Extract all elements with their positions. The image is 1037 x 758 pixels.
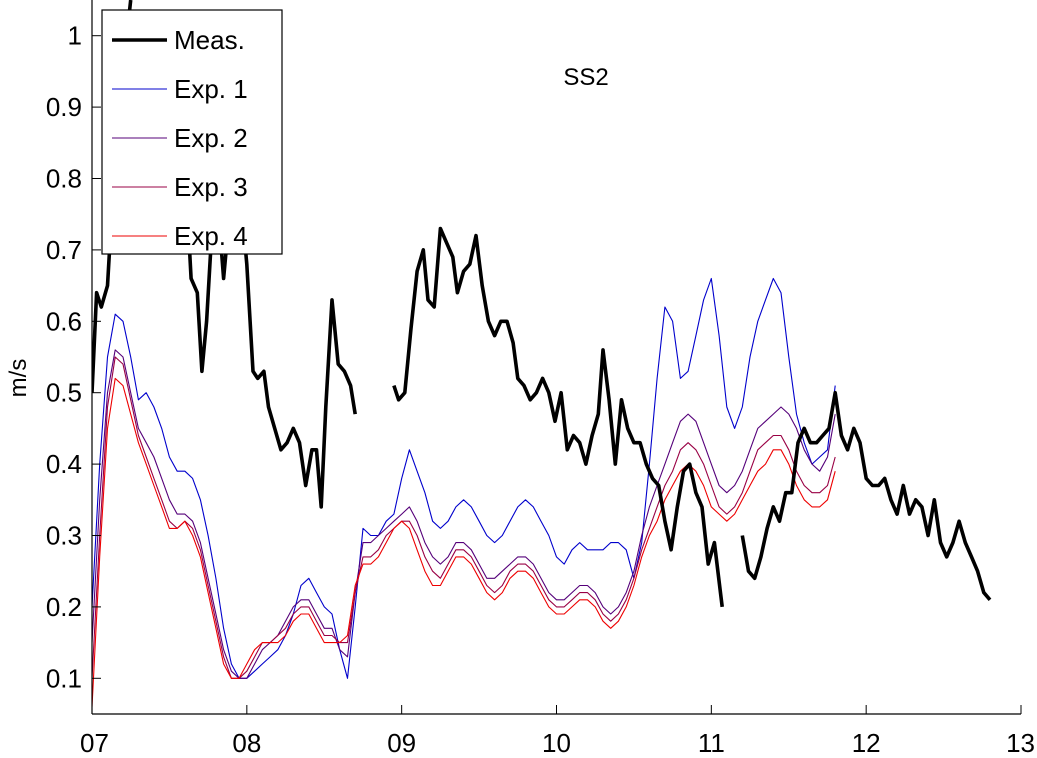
x-tick-label: 13 — [1006, 728, 1035, 758]
x-tick-label: 08 — [232, 728, 261, 758]
y-tick-label: 0.2 — [46, 592, 82, 622]
y-tick-label: 0.7 — [46, 235, 82, 265]
y-tick-label: 1 — [68, 21, 82, 51]
x-tick-label: 09 — [387, 728, 416, 758]
y-axis-label: m/s — [5, 359, 32, 398]
y-tick-label: 0.9 — [46, 92, 82, 122]
legend-label: Exp. 2 — [174, 123, 248, 153]
x-tick-label: 11 — [698, 728, 725, 758]
y-tick-label: 0.3 — [46, 521, 82, 551]
y-tick-label: 0.4 — [46, 449, 82, 479]
series-line-1-segment-0 — [92, 277, 836, 679]
y-tick-label: 0.1 — [46, 663, 82, 693]
legend-box — [101, 9, 283, 255]
series-line-4-segment-0 — [92, 377, 836, 707]
y-tick-label: 0.6 — [46, 306, 82, 336]
legend-label: Exp. 3 — [174, 172, 248, 202]
legend-label: Meas. — [174, 25, 245, 55]
y-tick-label: 0.5 — [46, 378, 82, 408]
legend: Meas. Exp. 1 Exp. 2 Exp. 3 Exp. 4 — [101, 9, 283, 255]
series-line-0-segment-3 — [740, 390, 992, 601]
series-line-3-segment-0 — [92, 356, 836, 679]
y-tick-label: 0.8 — [46, 164, 82, 194]
legend-label: Exp. 1 — [174, 74, 248, 104]
x-tick-label: 10 — [542, 728, 571, 758]
legend-label: Exp. 4 — [174, 221, 248, 251]
chart-title: SS2 — [563, 64, 608, 91]
axes-layer: 0.1 0.2 0.3 0.4 0.5 0.6 0.7 0.8 0.9 1 07 08 09 10 11 12… — [46, 0, 1035, 758]
x-tick-label: 12 — [852, 728, 881, 758]
series-line-0-segment-2 — [392, 226, 724, 608]
series-line-2-segment-0 — [92, 349, 836, 679]
x-tick-label: 07 — [80, 728, 109, 758]
